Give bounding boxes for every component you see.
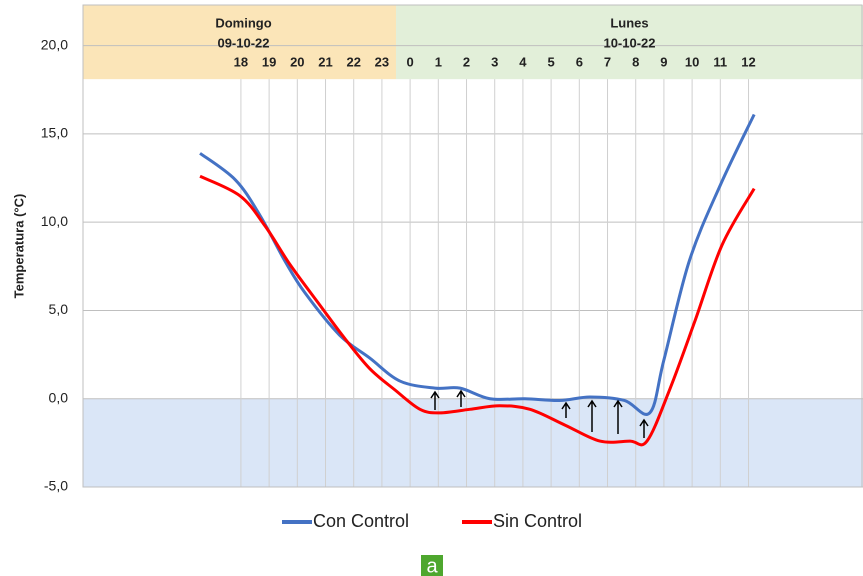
y-tick-label: 5,0 (49, 301, 69, 317)
y-tick-label: 10,0 (41, 213, 68, 229)
series-line (199, 174, 756, 447)
x-tick-label: 2 (463, 54, 470, 69)
arrow (561, 401, 571, 418)
below-zero-shade (83, 398, 863, 487)
y-tick-label: 20,0 (41, 36, 68, 52)
x-tick-label: 12 (741, 54, 755, 69)
line-layer (199, 113, 756, 447)
day-band (396, 5, 863, 80)
arrow (639, 418, 649, 438)
x-tick-label: 11 (713, 54, 727, 69)
x-tick-label: 5 (547, 54, 554, 69)
x-tick-label: 3 (491, 54, 498, 69)
y-tick-label: 0,0 (49, 389, 69, 405)
arrow (456, 389, 466, 407)
label-layer: Domingo09-10-22Lunes10-10-22-5,00,05,010… (41, 15, 756, 576)
x-tick-label: 8 (632, 54, 639, 69)
grid-layer (82, 4, 863, 488)
x-tick-label: 9 (660, 54, 667, 69)
day-label: Domingo (215, 15, 271, 30)
x-tick-label: 10 (685, 54, 699, 69)
day-band (83, 5, 397, 80)
x-tick-label: 22 (346, 54, 360, 69)
x-tick-label: 6 (576, 54, 583, 69)
legend-label: Con Control (313, 511, 409, 531)
x-tick-label: 21 (318, 54, 332, 69)
series-line (199, 113, 756, 416)
panel-label-box (421, 555, 443, 576)
arrow (587, 399, 597, 432)
plot-border (82, 4, 863, 488)
y-tick-label: -5,0 (44, 478, 68, 494)
day-date: 09-10-22 (217, 35, 269, 50)
legend-label: Sin Control (493, 511, 582, 531)
x-tick-label: 4 (519, 54, 527, 69)
x-tick-label: 0 (406, 54, 413, 69)
arrow (430, 390, 440, 410)
y-axis-label: Temperatura (°C) (11, 194, 26, 299)
x-tick-label: 23 (375, 54, 389, 69)
x-tick-label: 19 (262, 54, 276, 69)
x-tick-label: 7 (604, 54, 611, 69)
x-tick-label: 20 (290, 54, 304, 69)
background-layer (83, 5, 863, 487)
y-tick-label: 15,0 (41, 125, 68, 141)
x-tick-label: 1 (435, 54, 442, 69)
panel-label: a (426, 555, 438, 576)
arrows (430, 389, 649, 438)
x-tick-label: 18 (234, 54, 248, 69)
arrow (613, 399, 623, 434)
day-date: 10-10-22 (603, 35, 655, 50)
day-label: Lunes (610, 15, 648, 30)
